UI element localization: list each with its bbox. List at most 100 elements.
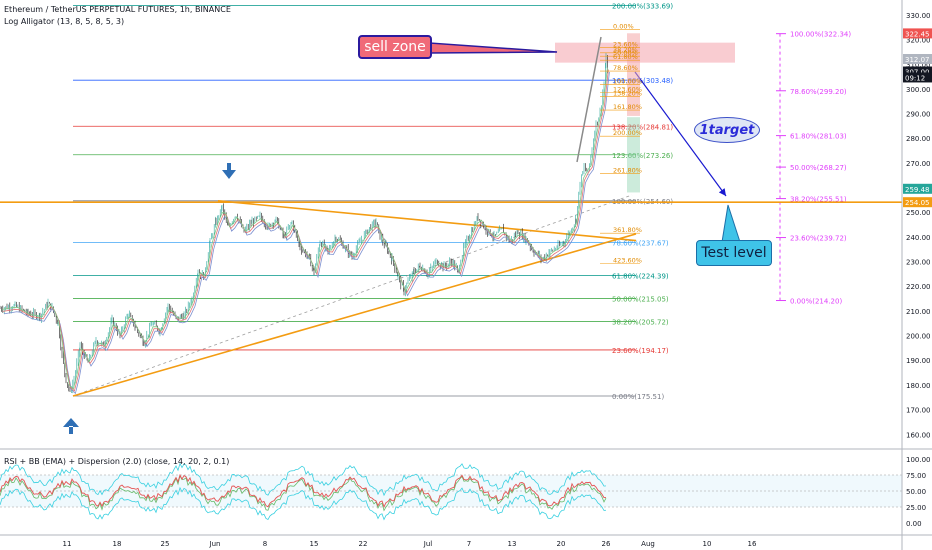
ext-fib-label: 23.60%	[613, 40, 638, 48]
sell-zone-callout[interactable]: sell zone	[358, 35, 432, 59]
price-tick-label: 240.00	[906, 234, 931, 242]
price-tick-label: 200.00	[906, 333, 931, 341]
fib-label: 38.20%(205.72)	[612, 318, 669, 326]
price-tick-label: 210.00	[906, 308, 931, 316]
projection-box-red	[627, 33, 640, 116]
right-fib-label: 23.60%(239.72)	[790, 235, 847, 243]
right-fib-label: 61.80%(281.03)	[790, 133, 847, 141]
time-tick-label: 26	[602, 540, 611, 548]
time-tick-label: 25	[161, 540, 170, 548]
time-tick-label: 13	[508, 540, 517, 548]
time-tick-label: 8	[263, 540, 267, 548]
price-tick-label: 170.00	[906, 407, 931, 415]
price-badge-label: 09:12	[905, 74, 925, 82]
target-callout[interactable]: 1target	[694, 117, 760, 143]
test-level-callout[interactable]: Test level	[696, 240, 772, 266]
ext-fib-label: 423.60%	[613, 256, 642, 264]
sell-zone-rect	[555, 42, 735, 63]
price-tick-label: 270.00	[906, 160, 931, 168]
price-tick-label: 230.00	[906, 259, 931, 267]
alligator-jaw	[3, 71, 610, 395]
up-arrow-icon	[63, 418, 79, 434]
fib-label: 161.80%(303.48)	[612, 77, 673, 85]
time-tick-label: Jul	[423, 540, 433, 548]
fib-label: 23.60%(194.17)	[612, 347, 669, 355]
rsi-tick-label: 100.00	[906, 456, 931, 464]
price-tick-label: 320.00	[906, 36, 931, 44]
right-fib-label: 38.20%(255.51)	[790, 196, 847, 204]
price-badge	[903, 72, 932, 83]
rsi-tick-label: 50.00	[906, 488, 926, 496]
right-fib: 100.00%(322.34) 78.60%(299.20) 61.80%(281.…	[776, 31, 851, 306]
ext-fib-label: 78.60%	[613, 64, 638, 72]
fib-label: 138.20%(284.81)	[612, 123, 673, 131]
falling-trendline	[217, 200, 637, 242]
fib-label: 50.00%(215.05)	[612, 295, 669, 303]
target-arrow	[634, 71, 727, 197]
ext-fib-label: 123.60%	[613, 85, 642, 93]
right-fib-label: 50.00%(268.27)	[790, 164, 847, 172]
time-tick-label: Jun	[209, 540, 221, 548]
price-badge-label: 312.07	[905, 56, 930, 64]
time-tick-label: 16	[748, 540, 757, 548]
ext-fib-label: 138.20%	[613, 90, 642, 98]
fib-label: 123.60%(273.26)	[612, 152, 673, 160]
ext-fib-label: 0.00%	[613, 23, 634, 31]
rsi-pane: 0.00 25.00 50.00 75.00 100.00	[0, 456, 931, 528]
test-level-pointer	[721, 204, 741, 243]
price-badge-label: 322.45	[905, 30, 930, 38]
time-tick-label: 7	[467, 540, 471, 548]
price-badge-label: 254.05	[905, 199, 930, 207]
rsi-indicator-label: RSI + BB (EMA) + Dispersion (2.0) (close…	[4, 457, 230, 466]
rsi-ema	[0, 474, 607, 512]
price-tick-label: 310.00	[906, 61, 931, 69]
time-tick-label: 10	[703, 540, 712, 548]
ext-fib-label: 161.80%	[613, 103, 642, 111]
price-tick-label: 180.00	[906, 382, 931, 390]
time-axis: 11 18 25 Jun 8 15 22 Jul 7 13 20 26 Aug 10 16	[63, 540, 757, 548]
price-tick-label: 300.00	[906, 86, 931, 94]
ext-fib-label: 100.00%	[613, 77, 642, 85]
price-tick-label: 280.00	[906, 135, 931, 143]
ext-fib: 0.00% 23.60%38.20%50.00%61.80% 78.60% 100.0…	[600, 23, 642, 264]
drawings	[0, 33, 902, 434]
down-arrow-icon	[222, 163, 236, 179]
fib-label: 200.00%(333.69)	[612, 3, 673, 11]
time-tick-label: Aug	[641, 540, 655, 548]
time-tick-label: 20	[557, 540, 566, 548]
price-badge-label: 259.48	[905, 186, 930, 194]
time-tick-label: 22	[359, 540, 368, 548]
ext-fib-label: 61.80%	[613, 53, 638, 61]
projection-line	[576, 36, 602, 163]
rsi-line	[0, 473, 607, 508]
price-tick-label: 330.00	[906, 12, 931, 20]
rsi-tick-label: 75.00	[906, 472, 926, 480]
price-tick-label: 290.00	[906, 110, 931, 118]
right-fib-label: 0.00%(214.20)	[790, 298, 842, 306]
price-tick-label: 190.00	[906, 357, 931, 365]
time-tick-label: 18	[113, 540, 122, 548]
rsi-tick-label: 0.00	[906, 520, 922, 528]
right-fib-label: 100.00%(322.34)	[790, 31, 851, 39]
price-badge	[903, 197, 932, 208]
rsi-bb-lower	[0, 486, 607, 521]
price-tick-label: 250.00	[906, 209, 931, 217]
right-fib-label: 78.60%(299.20)	[790, 88, 847, 96]
ext-fib-label: 38.20%	[613, 46, 638, 54]
price-badge	[903, 28, 932, 39]
chart-title: Ethereum / TetherUS PERPETUAL FUTURES, 1…	[4, 5, 231, 14]
ext-fib-label: 200.00%	[613, 129, 642, 137]
fib-label: 0.00%(175.51)	[612, 393, 664, 401]
price-badge	[903, 54, 932, 65]
alligator-lips	[1, 67, 608, 390]
dashed-trend	[72, 194, 633, 397]
price-badge	[903, 66, 932, 77]
ext-fib-label: 261.80%	[613, 167, 642, 175]
rsi-bb-upper	[0, 462, 607, 497]
sell-zone-pointer	[429, 42, 558, 54]
ext-fib-label: 50.00%	[613, 49, 638, 57]
price-badge	[903, 183, 932, 194]
